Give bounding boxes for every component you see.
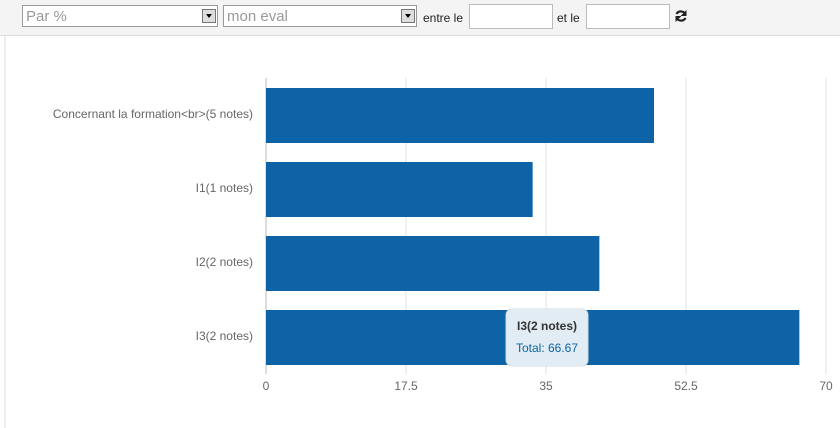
y-tick-label: I3(2 notes) [196, 329, 253, 343]
tooltip-title: I3(2 notes) [517, 319, 577, 333]
tooltip: I3(2 notes) Total: 66.67 [505, 308, 589, 367]
to-date-input[interactable] [586, 4, 670, 29]
tooltip-box [505, 308, 589, 367]
bar [266, 236, 600, 291]
y-tick-label: I2(2 notes) [196, 255, 253, 269]
type-select[interactable]: Par % [22, 5, 218, 27]
bar [266, 88, 654, 143]
x-tick-label: 17.5 [394, 379, 418, 393]
select-text: mon eval [227, 8, 288, 25]
y-tick-label: I1(1 notes) [196, 181, 253, 195]
refresh-icon[interactable] [674, 9, 688, 23]
x-tick-label: 70 [819, 379, 833, 393]
from-label: entre le [423, 11, 464, 25]
x-tick-label: 0 [263, 379, 270, 393]
toolbar: Par % mon eval entre le et le [0, 0, 840, 36]
y-tick-label: Concernant la formation<br>(5 notes) [53, 107, 253, 121]
eval-select[interactable]: mon eval [223, 5, 417, 27]
to-label: et le [557, 11, 580, 25]
x-tick-label: 35 [539, 379, 553, 393]
select-text: Par % [26, 8, 67, 25]
from-date-input[interactable] [469, 4, 553, 29]
dropdown-arrow[interactable] [202, 9, 216, 23]
bar [266, 162, 533, 217]
tooltip-text: Total: 66.67 [516, 341, 578, 355]
x-tick-label: 52.5 [674, 379, 698, 393]
dropdown-arrow[interactable] [401, 9, 415, 23]
